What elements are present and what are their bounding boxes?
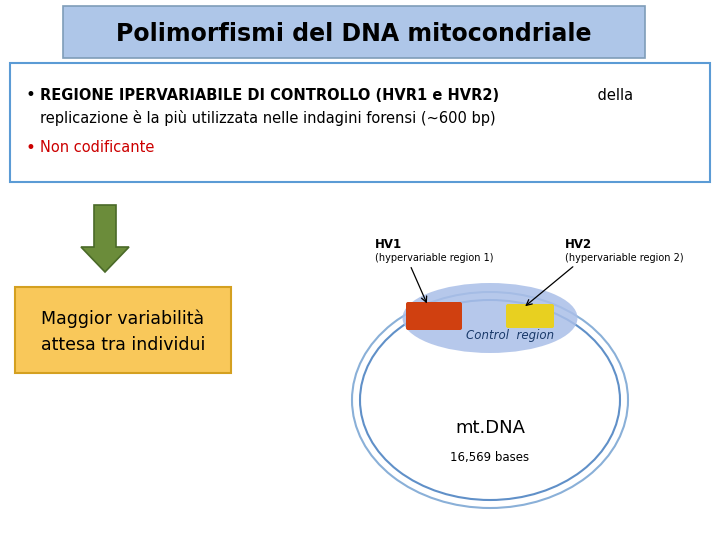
Text: (hypervariable region 2): (hypervariable region 2) [565,253,683,263]
Text: (hypervariable region 1): (hypervariable region 1) [375,253,493,263]
FancyArrow shape [81,205,129,272]
Text: REGIONE IPERVARIABILE DI CONTROLLO (HVR1 e HVR2): REGIONE IPERVARIABILE DI CONTROLLO (HVR1… [40,87,499,103]
Text: 16,569 bases: 16,569 bases [451,451,530,464]
FancyBboxPatch shape [15,287,231,373]
Text: •: • [26,86,36,104]
Text: HV1: HV1 [375,239,402,252]
Text: HV2: HV2 [565,239,592,252]
Text: Polimorfismi del DNA mitocondriale: Polimorfismi del DNA mitocondriale [116,22,592,46]
Text: della: della [593,87,633,103]
Text: Non codificante: Non codificante [40,140,154,156]
FancyBboxPatch shape [406,302,462,330]
Text: mt.DNA: mt.DNA [455,419,525,437]
Text: replicazione è la più utilizzata nelle indagini forensi (~600 bp): replicazione è la più utilizzata nelle i… [40,110,495,126]
FancyBboxPatch shape [506,304,554,328]
Text: Control  region: Control region [466,329,554,342]
Ellipse shape [402,283,577,353]
Text: Maggior variabilità
attesa tra individui: Maggior variabilità attesa tra individui [41,309,205,354]
FancyBboxPatch shape [63,6,645,58]
FancyBboxPatch shape [10,63,710,182]
Text: •: • [26,139,36,157]
